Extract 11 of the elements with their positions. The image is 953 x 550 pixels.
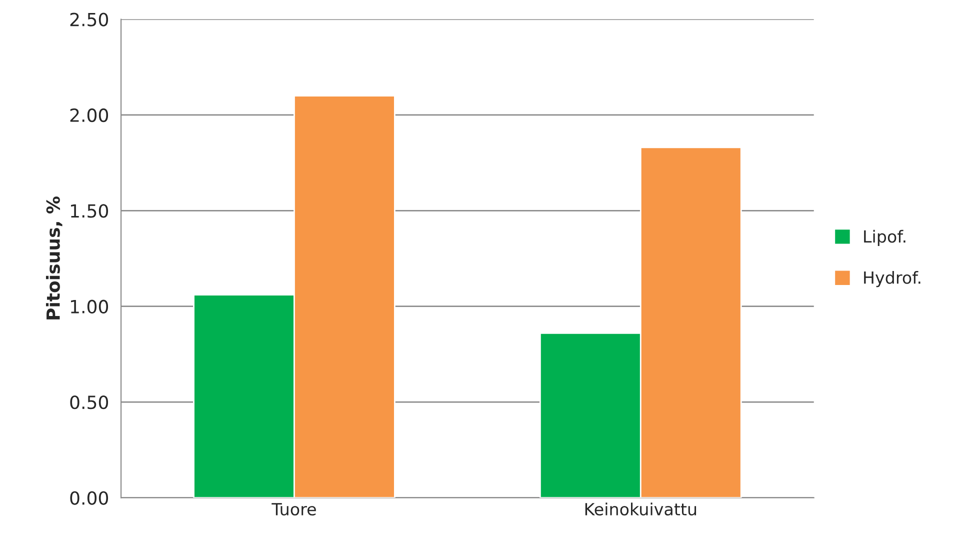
x-tick-label: Keinokuivattu — [585, 502, 696, 516]
legend-label: Lipof. — [864, 230, 906, 246]
legend-label: Hydrof. — [864, 271, 920, 288]
y-tick-label: 1.50 — [71, 204, 108, 218]
y-tick-label: 2.50 — [70, 12, 108, 26]
y-axis-title: Pitoisuus, % — [46, 196, 62, 320]
y-tick-label: 0.50 — [70, 396, 108, 410]
y-tick-label: 2.00 — [70, 108, 108, 122]
y-tick-label: 0.00 — [70, 491, 108, 505]
x-tick-label: Tuore — [272, 503, 316, 516]
y-tick-label: 1.00 — [71, 300, 108, 314]
